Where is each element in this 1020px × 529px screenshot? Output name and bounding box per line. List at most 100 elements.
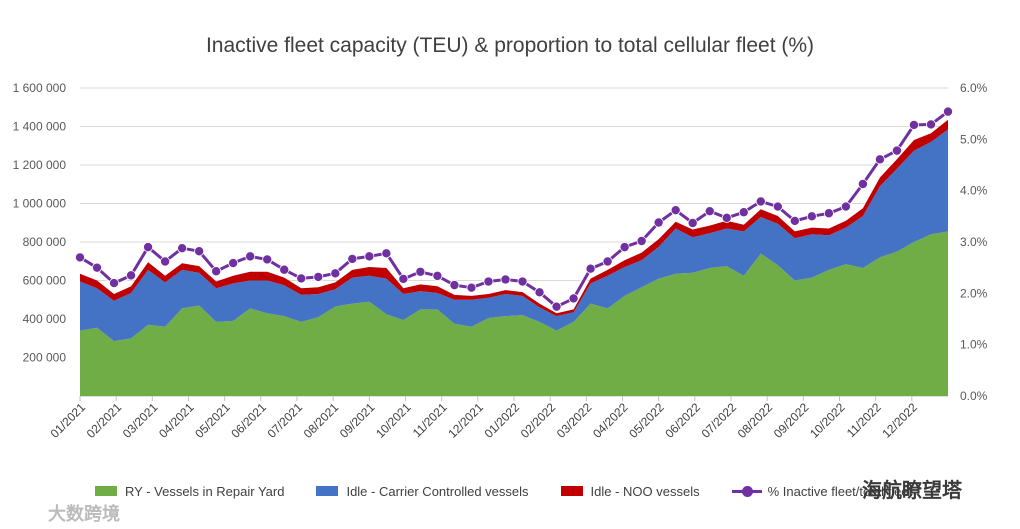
percentage-point <box>211 266 222 277</box>
x-tick-label: 12/2021 <box>445 400 486 441</box>
percentage-point <box>925 119 936 130</box>
percentage-point <box>296 273 307 284</box>
percentage-point <box>551 301 562 312</box>
x-tick-label: 03/2022 <box>554 400 595 441</box>
percentage-point <box>602 256 613 267</box>
percentage-point <box>228 258 239 269</box>
area-repair-yard <box>80 231 948 396</box>
left-tick-label: 200 000 <box>23 351 67 365</box>
legend-item-percentage: % Inactive fleet/total fleet <box>731 483 913 499</box>
x-tick-label: 02/2022 <box>518 400 559 441</box>
percentage-point <box>874 154 885 165</box>
percentage-point <box>262 254 273 265</box>
percentage-point <box>943 106 954 117</box>
percentage-point <box>194 246 205 257</box>
x-tick-label: 11/2021 <box>410 400 450 440</box>
percentage-point <box>109 278 120 289</box>
x-tick-label: 11/2022 <box>844 400 884 440</box>
x-tick-label: 04/2021 <box>156 400 197 441</box>
percentage-point <box>738 207 749 218</box>
percentage-point <box>806 211 817 222</box>
percentage-point <box>517 276 528 287</box>
right-axis: 0.0% 1.0% 2.0% 3.0% 4.0% 5.0% 6.0% <box>960 81 988 403</box>
percentage-line <box>75 106 954 312</box>
legend-item-carrier-controlled: Idle - Carrier Controlled vessels <box>316 483 529 499</box>
left-tick-label: 400 000 <box>23 312 67 326</box>
x-tick-label: 04/2022 <box>590 400 631 441</box>
percentage-point <box>704 206 715 217</box>
percentage-point <box>619 242 630 253</box>
area-noo <box>80 119 948 317</box>
legend-swatch <box>316 486 339 496</box>
stacked-areas <box>80 119 948 396</box>
legend-item-noo: Idle - NOO vessels <box>560 483 700 499</box>
percentage-point <box>160 256 171 267</box>
percentage-point <box>687 218 698 229</box>
left-tick-label: 1 400 000 <box>13 120 67 134</box>
legend-swatch <box>95 486 117 496</box>
percentage-point <box>432 270 443 281</box>
left-tick-label: 1 000 000 <box>13 197 67 211</box>
percentage-point <box>636 235 647 246</box>
percentage-point <box>653 217 664 228</box>
percentage-point <box>823 208 834 219</box>
percentage-point <box>449 280 460 291</box>
percentage-point <box>279 264 290 275</box>
percentage-point <box>466 282 477 293</box>
right-tick-label: 5.0% <box>960 132 988 146</box>
percentage-point <box>568 293 579 304</box>
right-tick-label: 2.0% <box>960 286 988 300</box>
percentage-point <box>755 196 766 207</box>
left-axis: 200 000 400 000 600 000 800 000 1 000 000 1 2… <box>13 81 67 365</box>
percentage-point <box>840 201 851 212</box>
legend-label: Idle - Carrier Controlled vessels <box>346 483 529 499</box>
percentage-point <box>415 266 426 277</box>
x-tick-label: 10/2022 <box>807 400 848 441</box>
percentage-point <box>330 268 341 279</box>
percentage-point <box>721 212 732 223</box>
percentage-point <box>891 145 902 156</box>
legend-label: % Inactive fleet/total fleet <box>767 483 913 499</box>
percentage-point <box>534 287 545 298</box>
percentage-point <box>585 263 596 274</box>
right-tick-label: 1.0% <box>960 338 988 352</box>
percentage-point <box>398 273 409 284</box>
legend-label: RY - Vessels in Repair Yard <box>125 483 285 499</box>
watermark-top-right: 海航瞭望塔 <box>862 480 962 502</box>
x-tick-label: 12/2022 <box>879 400 920 441</box>
left-tick-label: 1 600 000 <box>13 81 67 95</box>
watermark-bottom-left: 大数跨境 <box>48 504 120 524</box>
x-tick-label: 03/2021 <box>120 400 161 441</box>
x-tick-label: 10/2021 <box>373 400 414 441</box>
left-tick-label: 800 000 <box>23 235 67 249</box>
x-tick-label: 06/2022 <box>662 400 703 441</box>
right-tick-label: 6.0% <box>960 81 988 95</box>
percentage-point <box>670 205 681 216</box>
percentage-point <box>75 252 86 263</box>
left-tick-label: 1 200 000 <box>13 158 67 172</box>
percentage-point <box>126 270 137 281</box>
percentage-point <box>772 201 783 212</box>
percentage-point <box>92 262 103 273</box>
x-tick-label: 08/2022 <box>735 400 776 441</box>
legend-label: Idle - NOO vessels <box>590 483 700 499</box>
percentage-point <box>381 248 392 259</box>
right-tick-label: 3.0% <box>960 235 988 249</box>
chart-title: Inactive fleet capacity (TEU) & proporti… <box>205 34 815 57</box>
x-tick-label: 01/2022 <box>482 400 523 441</box>
left-tick-label: 600 000 <box>23 274 67 288</box>
percentage-point <box>908 119 919 130</box>
legend-item-repair-yard: RY - Vessels in Repair Yard <box>95 484 284 499</box>
x-tick-label: 02/2021 <box>84 400 125 441</box>
right-tick-label: 4.0% <box>960 184 988 198</box>
x-tick-label: 08/2021 <box>301 400 342 441</box>
percentage-point <box>789 215 800 226</box>
legend-swatch <box>560 486 583 496</box>
percentage-point <box>143 242 154 253</box>
percentage-point <box>483 276 494 287</box>
x-tick-label: 09/2022 <box>771 400 812 441</box>
x-tick-label: 07/2021 <box>265 400 306 441</box>
x-tick-label: 01/2021 <box>48 400 89 441</box>
percentage-point <box>177 243 188 254</box>
